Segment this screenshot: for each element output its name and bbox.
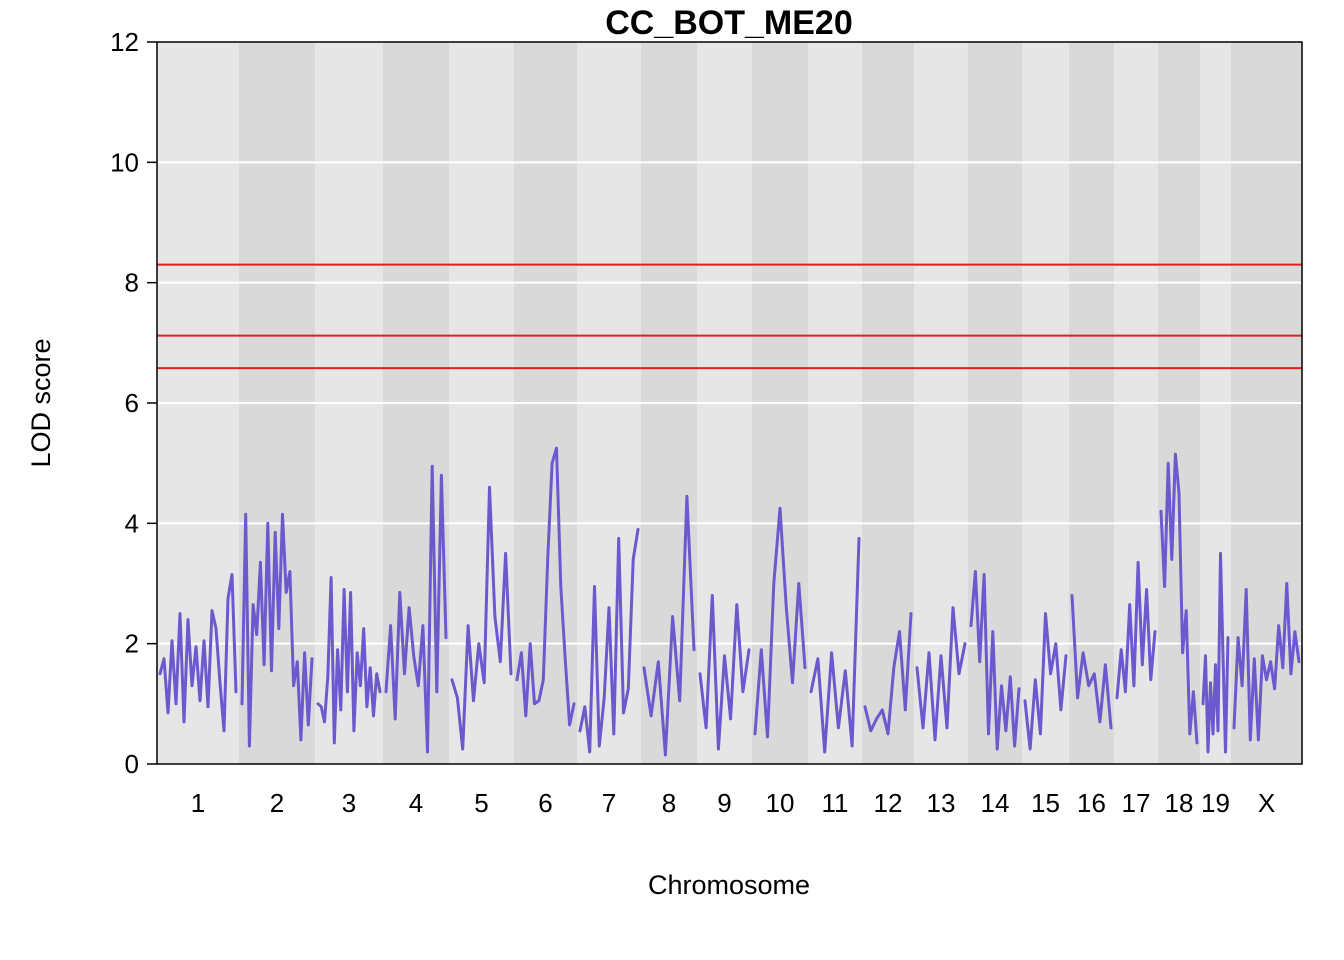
lod-line-chr-10 — [753, 506, 807, 739]
x-tick-label-7: 7 — [602, 788, 616, 818]
lod-line-chr-6 — [515, 446, 576, 727]
x-axis-title: Chromosome — [648, 870, 810, 900]
lod-line-chr-12 — [863, 612, 913, 736]
x-tick-label-12: 12 — [874, 788, 903, 818]
lod-line-chr-16 — [1070, 594, 1113, 730]
lod-line-chr-18 — [1159, 452, 1199, 745]
x-tick-label-11: 11 — [822, 788, 849, 818]
x-tick-label-X: X — [1258, 788, 1275, 818]
y-axis-title: LOD score — [26, 338, 56, 467]
threshold-lines — [157, 263, 1302, 370]
lod-series — [158, 446, 1301, 757]
y-tick-label-10: 10 — [110, 147, 139, 177]
x-tick-label-13: 13 — [927, 788, 956, 818]
x-tick-label-15: 15 — [1031, 788, 1060, 818]
x-tick-label-3: 3 — [342, 788, 356, 818]
y-tick-label-4: 4 — [125, 508, 139, 538]
lod-line-chr-3 — [316, 576, 382, 745]
lod-line-chr-5 — [450, 485, 513, 751]
y-tick-label-8: 8 — [125, 268, 139, 298]
lod-line-chr-8 — [642, 494, 696, 757]
lod-line-chr-14 — [969, 570, 1021, 751]
lod-line-chr-2 — [240, 512, 314, 748]
x-tick-label-1: 1 — [191, 788, 205, 818]
lod-line-chr-X — [1232, 582, 1301, 742]
x-tick-label-2: 2 — [270, 788, 284, 818]
x-tick-label-19: 19 — [1201, 788, 1230, 818]
y-tick-label-6: 6 — [125, 388, 139, 418]
lod-line-chr-4 — [384, 464, 448, 754]
x-tick-label-5: 5 — [474, 788, 488, 818]
y-axis: 0 2 4 6 8 10 12 — [110, 27, 157, 779]
x-tick-label-4: 4 — [409, 788, 423, 818]
x-tick-label-16: 16 — [1077, 788, 1106, 818]
x-tick-label-18: 18 — [1165, 788, 1194, 818]
lod-line-chr-1 — [158, 573, 238, 733]
x-tick-label-14: 14 — [981, 788, 1010, 818]
y-tick-label-12: 12 — [110, 27, 139, 57]
x-tick-label-10: 10 — [766, 788, 795, 818]
lod-line-chr-17 — [1115, 560, 1157, 700]
chart-title: CC_BOT_ME20 — [605, 4, 853, 42]
x-tick-label-8: 8 — [662, 788, 676, 818]
lod-line-chr-11 — [809, 536, 861, 754]
lod-line-chr-7 — [578, 527, 640, 754]
lod-line-chr-13 — [915, 606, 967, 742]
y-tick-label-2: 2 — [125, 629, 139, 659]
lod-line-chr-9 — [698, 594, 751, 751]
x-tick-label-17: 17 — [1122, 788, 1151, 818]
y-tick-label-0: 0 — [125, 749, 139, 779]
x-tick-label-6: 6 — [538, 788, 552, 818]
lod-line-chr-19 — [1201, 551, 1230, 754]
lod-line-chr-15 — [1023, 612, 1068, 751]
x-tick-label-9: 9 — [717, 788, 731, 818]
x-axis: 1 2 3 4 5 6 7 8 9 10 11 12 13 14 15 16 17 18 19 X — [191, 788, 1275, 818]
